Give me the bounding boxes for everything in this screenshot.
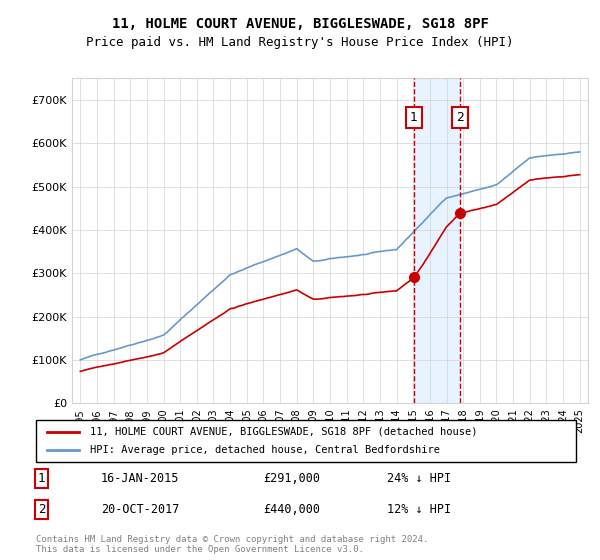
Text: £440,000: £440,000 (263, 503, 320, 516)
Text: 16-JAN-2015: 16-JAN-2015 (101, 472, 179, 485)
Text: £291,000: £291,000 (263, 472, 320, 485)
Text: Contains HM Land Registry data © Crown copyright and database right 2024.
This d: Contains HM Land Registry data © Crown c… (36, 535, 428, 554)
Text: 11, HOLME COURT AVENUE, BIGGLESWADE, SG18 8PF: 11, HOLME COURT AVENUE, BIGGLESWADE, SG1… (112, 17, 488, 31)
Text: 20-OCT-2017: 20-OCT-2017 (101, 503, 179, 516)
Text: 1: 1 (38, 472, 45, 485)
Text: 2: 2 (38, 503, 45, 516)
FancyBboxPatch shape (36, 420, 576, 462)
Text: Price paid vs. HM Land Registry's House Price Index (HPI): Price paid vs. HM Land Registry's House … (86, 36, 514, 49)
Text: 24% ↓ HPI: 24% ↓ HPI (387, 472, 451, 485)
Text: 12% ↓ HPI: 12% ↓ HPI (387, 503, 451, 516)
Text: 2: 2 (456, 111, 464, 124)
Text: 11, HOLME COURT AVENUE, BIGGLESWADE, SG18 8PF (detached house): 11, HOLME COURT AVENUE, BIGGLESWADE, SG1… (90, 427, 478, 437)
Text: HPI: Average price, detached house, Central Bedfordshire: HPI: Average price, detached house, Cent… (90, 445, 440, 455)
Text: 1: 1 (410, 111, 418, 124)
